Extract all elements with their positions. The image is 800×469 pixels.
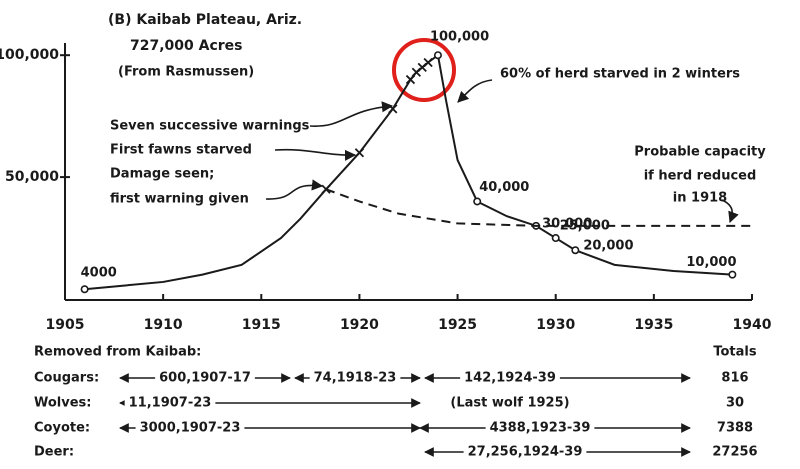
table-totals-header: Totals <box>713 345 757 360</box>
row-label: Coyote: <box>34 421 90 436</box>
x-tick-label: 1920 <box>340 317 379 333</box>
warning-marker <box>405 74 416 85</box>
period-entry: 4388,1923-39 <box>490 421 591 436</box>
data-label: 20,000 <box>583 239 633 254</box>
label-background <box>124 395 216 411</box>
highlight-circle <box>392 38 456 102</box>
point-marker <box>728 270 737 279</box>
y-tick-label: 50,000 <box>5 169 59 185</box>
period-entry: 74,1918-23 <box>314 371 397 386</box>
label-background <box>446 395 574 411</box>
row-total: 30 <box>726 396 744 411</box>
table-title: Removed from Kaibab: <box>34 345 201 360</box>
chart-subtitle: 727,000 Acres <box>130 38 243 54</box>
chart-title: (B) Kaibab Plateau, Ariz. <box>108 12 302 28</box>
label-background <box>460 370 560 386</box>
point-marker <box>571 246 580 255</box>
row-total: 7388 <box>717 421 753 436</box>
label-background <box>155 370 255 386</box>
period-entry: 600,1907-17 <box>159 371 251 386</box>
period-entry: 11,1907-23 <box>129 396 212 411</box>
annotation-arrow <box>265 179 324 200</box>
period-entry: 3000,1907-23 <box>140 421 241 436</box>
period-entry: (Last wolf 1925) <box>450 396 569 411</box>
annotation: First fawns starved <box>110 143 252 158</box>
point-marker <box>473 197 482 206</box>
annotation-arrow <box>309 101 394 127</box>
data-label: 4000 <box>81 266 117 281</box>
projection-line <box>325 188 752 227</box>
x-tick-label: 1910 <box>144 317 183 333</box>
annotation: Damage seen; <box>110 167 214 182</box>
annotation-arrow <box>457 79 493 103</box>
chart-subtitle: (From Rasmussen) <box>118 65 254 80</box>
annotation: 60% of herd starved in 2 winters <box>500 67 740 82</box>
warning-marker <box>423 57 433 68</box>
x-tick-label: 1930 <box>536 317 575 333</box>
annotation-arrow <box>274 148 357 161</box>
row-label: Cougars: <box>34 371 99 386</box>
data-label: 100,000 <box>430 30 489 45</box>
label-background <box>463 444 587 460</box>
label-background <box>485 420 595 436</box>
data-label: 10,000 <box>686 255 736 270</box>
data-label: 30,000 <box>542 216 592 231</box>
row-label: Wolves: <box>34 396 92 411</box>
annotation: Seven successive warnings <box>110 119 310 134</box>
row-total: 27256 <box>712 445 757 460</box>
annotation: in 1918 <box>673 191 727 206</box>
annotation: first warning given <box>110 192 249 207</box>
y-tick-label: 100,000 <box>0 47 59 63</box>
point-marker <box>433 51 442 60</box>
label-background <box>135 420 245 436</box>
x-tick-label: 1940 <box>733 317 772 333</box>
x-tick-label: 1935 <box>634 317 673 333</box>
row-total: 816 <box>721 371 748 386</box>
row-label: Deer: <box>34 445 74 460</box>
data-label: 40,000 <box>479 180 529 195</box>
point-marker <box>551 234 560 243</box>
x-tick-label: 1925 <box>438 317 477 333</box>
point-marker <box>80 285 89 294</box>
period-entry: 27,256,1924-39 <box>468 445 583 460</box>
label-background <box>309 370 401 386</box>
warning-marker <box>354 148 365 158</box>
annotation: Probable capacity <box>634 145 766 160</box>
annotation-arrow <box>721 199 739 224</box>
period-entry: 142,1924-39 <box>464 371 556 386</box>
x-tick-label: 1915 <box>242 317 281 333</box>
x-tick-label: 1905 <box>46 317 85 333</box>
annotation: if herd reduced <box>644 169 757 184</box>
